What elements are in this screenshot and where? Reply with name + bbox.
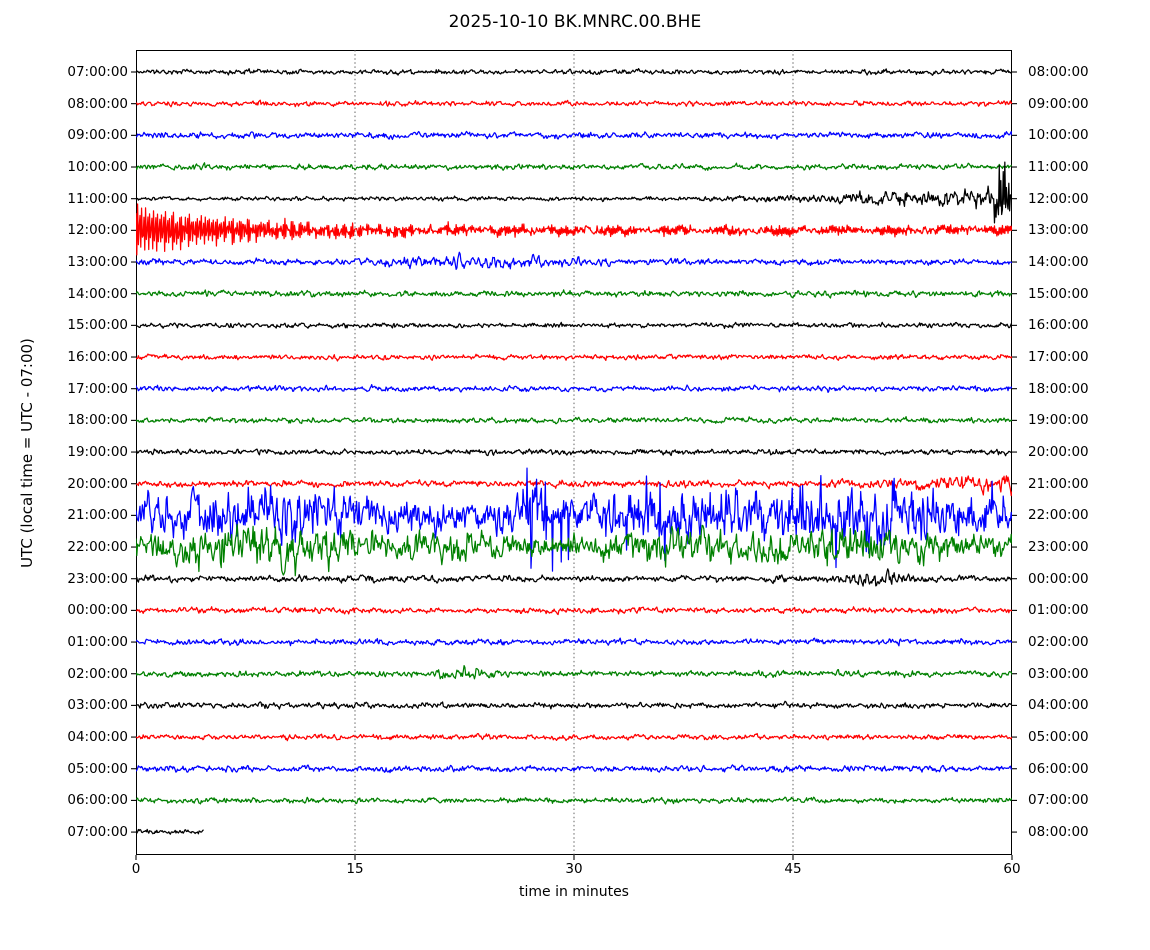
y-tick-left-2: 09:00:00: [67, 127, 128, 144]
y-tick-right-12: 20:00:00: [1028, 444, 1089, 461]
y-tick-left-19: 02:00:00: [67, 665, 128, 682]
y-tick-left-9: 16:00:00: [67, 349, 128, 366]
y-tick-right-17: 01:00:00: [1028, 602, 1089, 619]
y-tick-left-1: 08:00:00: [67, 95, 128, 112]
y-tick-right-14: 22:00:00: [1028, 507, 1089, 524]
y-tick-right-11: 19:00:00: [1028, 412, 1089, 429]
y-tick-right-0: 08:00:00: [1028, 64, 1089, 80]
y-tick-right-18: 02:00:00: [1028, 634, 1089, 651]
y-tick-right-16: 00:00:00: [1028, 570, 1089, 587]
y-tick-left-10: 17:00:00: [67, 380, 128, 397]
y-tick-right-10: 18:00:00: [1028, 380, 1089, 397]
y-tick-right-7: 15:00:00: [1028, 285, 1089, 302]
x-tick-15: 15: [346, 861, 364, 877]
y-tick-left-6: 13:00:00: [67, 254, 128, 271]
y-tick-left-24: 07:00:00: [67, 824, 128, 841]
y-tick-left-11: 18:00:00: [67, 412, 128, 429]
y-tick-right-1: 09:00:00: [1028, 95, 1089, 112]
y-tick-left-20: 03:00:00: [67, 697, 128, 714]
y-tick-left-21: 04:00:00: [67, 729, 128, 746]
y-tick-right-23: 07:00:00: [1028, 792, 1089, 809]
y-tick-left-7: 14:00:00: [67, 285, 128, 302]
y-tick-left-22: 05:00:00: [67, 760, 128, 777]
y-tick-right-2: 10:00:00: [1028, 127, 1089, 144]
plot-area: [136, 50, 1012, 855]
y-tick-left-18: 01:00:00: [67, 634, 128, 651]
y-tick-left-3: 10:00:00: [67, 159, 128, 175]
y-tick-right-19: 03:00:00: [1028, 665, 1089, 682]
y-tick-left-4: 11:00:00: [67, 190, 128, 207]
y-tick-left-14: 21:00:00: [67, 507, 128, 524]
y-tick-right-8: 16:00:00: [1028, 317, 1089, 334]
y-tick-right-20: 04:00:00: [1028, 697, 1089, 714]
y-tick-right-3: 11:00:00: [1028, 159, 1089, 175]
y-tick-right-9: 17:00:00: [1028, 349, 1089, 366]
y-tick-left-5: 12:00:00: [67, 222, 128, 239]
y-tick-right-6: 14:00:00: [1028, 254, 1089, 271]
y-tick-left-0: 07:00:00: [67, 64, 128, 80]
y-tick-left-13: 20:00:00: [67, 475, 128, 492]
y-tick-left-12: 19:00:00: [67, 444, 128, 461]
x-tick-60: 60: [1003, 861, 1021, 877]
y-tick-left-23: 06:00:00: [67, 792, 128, 809]
y-tick-right-13: 21:00:00: [1028, 475, 1089, 492]
x-tick-0: 0: [131, 861, 141, 877]
y-tick-right-22: 06:00:00: [1028, 760, 1089, 777]
y-tick-right-15: 23:00:00: [1028, 539, 1089, 556]
y-tick-left-16: 23:00:00: [67, 570, 128, 587]
y-tick-right-21: 05:00:00: [1028, 729, 1089, 746]
page-title: 2025-10-10 BK.MNRC.00.BHE: [448, 12, 702, 32]
y-tick-left-17: 00:00:00: [67, 602, 128, 619]
x-axis-label: time in minutes: [519, 884, 629, 900]
y-tick-right-4: 12:00:00: [1028, 190, 1089, 207]
y-tick-left-8: 15:00:00: [67, 317, 128, 334]
y-tick-right-5: 13:00:00: [1028, 222, 1089, 239]
y-tick-right-24: 08:00:00: [1028, 824, 1089, 841]
x-tick-30: 30: [565, 861, 583, 877]
x-tick-45: 45: [784, 861, 802, 877]
y-tick-left-15: 22:00:00: [67, 539, 128, 556]
